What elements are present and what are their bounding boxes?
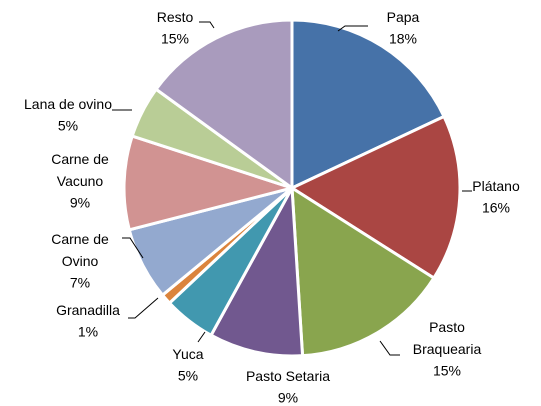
pie-slice <box>209 186 305 358</box>
slice-label: Carne de Ovino <box>51 231 109 269</box>
leader-line <box>128 297 159 319</box>
pie-slice <box>154 18 294 190</box>
slice-value-label: 9% <box>278 390 298 406</box>
leader-line <box>122 237 144 259</box>
slice-value-label: 5% <box>58 118 78 134</box>
pie-slice <box>290 114 462 280</box>
leader-line <box>199 21 215 29</box>
slice-label: Carne de Vacuno <box>51 151 109 189</box>
slice-label: Pasto Braquearia <box>413 319 482 357</box>
slice-value-label: 15% <box>433 363 461 379</box>
slice-label: Yuca <box>172 346 203 362</box>
slice-label: Papa <box>387 9 420 25</box>
slice-label: Granadilla <box>56 302 120 318</box>
leader-line <box>337 25 368 32</box>
slice-value-label: 18% <box>389 31 417 47</box>
slice-value-label: 7% <box>70 275 90 291</box>
slice-value-label: 9% <box>70 195 90 211</box>
slice-value-label: 16% <box>482 200 510 216</box>
leader-line <box>379 340 400 356</box>
pie-slice <box>122 134 294 232</box>
leader-line <box>197 331 206 343</box>
slice-label: Pasto Setaria <box>246 368 330 384</box>
slice-label: Resto <box>157 9 194 25</box>
pie-slice <box>290 18 446 190</box>
slice-label: Lana de ovino <box>24 96 112 112</box>
pie-slice <box>290 186 436 358</box>
slice-label: Plátano <box>472 178 520 194</box>
slice-value-label: 1% <box>78 324 98 340</box>
slice-value-label: 15% <box>161 31 189 47</box>
slice-value-label: 5% <box>178 368 198 384</box>
